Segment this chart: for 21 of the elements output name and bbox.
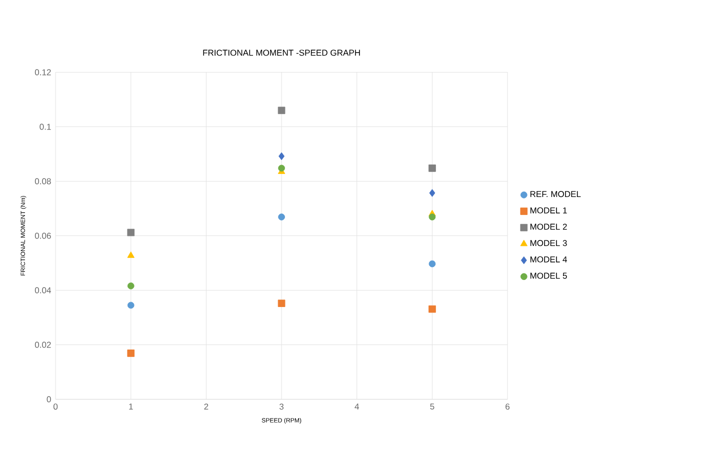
x-tick-label: 6 bbox=[506, 403, 510, 410]
y-tick-label: 0.02 bbox=[34, 342, 51, 348]
y-tick-label: 0.12 bbox=[34, 69, 51, 76]
x-tick-label: 1 bbox=[129, 403, 133, 410]
legend-label: MODEL 4 bbox=[530, 256, 567, 262]
x-tick-label: 3 bbox=[279, 403, 284, 410]
y-tick-label: 0.1 bbox=[40, 124, 51, 130]
y-tick-label: 0 bbox=[46, 396, 51, 402]
legend-label: MODEL 1 bbox=[530, 207, 567, 214]
x-tick-label: 0 bbox=[54, 403, 58, 410]
y-tick-label: 0.06 bbox=[34, 232, 51, 239]
chart-title: FRICTIONAL MOMENT -SPEED GRAPH bbox=[203, 50, 360, 56]
y-tick-label: 0.08 bbox=[34, 178, 51, 184]
x-tick-label: 4 bbox=[354, 403, 359, 410]
legend-label: MODEL 3 bbox=[530, 240, 567, 246]
y-tick-label: 0.04 bbox=[34, 287, 51, 294]
legend-label: MODEL 5 bbox=[530, 272, 567, 279]
legend-label: REF. MODEL bbox=[530, 190, 581, 197]
x-tick-label: 2 bbox=[204, 403, 208, 410]
legend-label: MODEL 2 bbox=[530, 224, 567, 230]
x-tick-label: 5 bbox=[430, 403, 434, 410]
